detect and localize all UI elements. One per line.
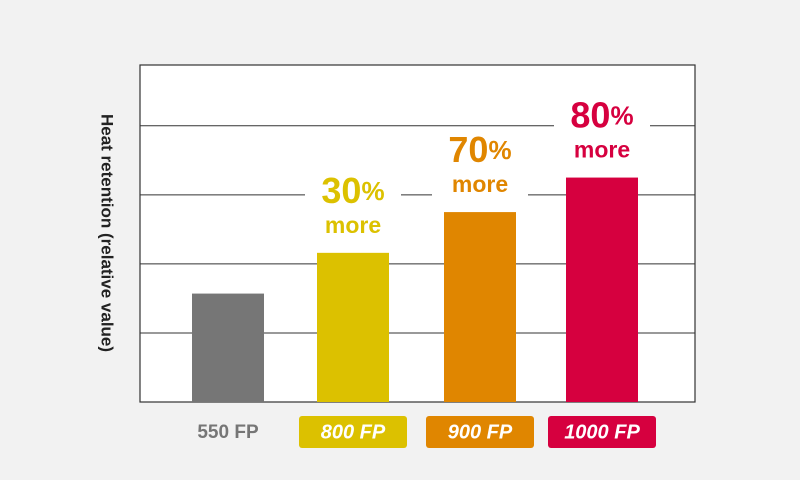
label-box bbox=[299, 416, 407, 448]
y-axis-label: Heat retention (relative value) bbox=[98, 114, 117, 352]
annotation-text: more bbox=[574, 137, 630, 163]
annotation-number: 30 bbox=[321, 169, 361, 210]
x-tick-label: 900 FP bbox=[448, 421, 513, 443]
bar bbox=[192, 293, 264, 402]
x-tick-label: 800 FP bbox=[321, 421, 386, 443]
annotation-number: 80 bbox=[570, 94, 610, 135]
annotation-bg bbox=[432, 128, 528, 205]
x-tick-label: 1000 FP bbox=[564, 421, 640, 443]
annotation-percent: 30% bbox=[321, 169, 384, 210]
annotation-unit: % bbox=[361, 176, 384, 206]
annotation-unit: % bbox=[488, 135, 511, 165]
annotation-bg bbox=[554, 93, 650, 170]
label-box bbox=[548, 416, 656, 448]
annotation-text: more bbox=[325, 212, 381, 238]
annotation-bg bbox=[305, 168, 401, 245]
bar bbox=[444, 212, 516, 402]
annotation-text: more bbox=[452, 171, 508, 197]
annotation-number: 70 bbox=[448, 129, 488, 170]
x-tick-label: 550 FP bbox=[197, 422, 259, 443]
annotation-unit: % bbox=[610, 100, 633, 130]
annotation-percent: 80% bbox=[570, 94, 633, 135]
label-box bbox=[426, 416, 534, 448]
bar bbox=[317, 252, 389, 402]
annotation-percent: 70% bbox=[448, 129, 511, 170]
bar bbox=[566, 177, 638, 402]
